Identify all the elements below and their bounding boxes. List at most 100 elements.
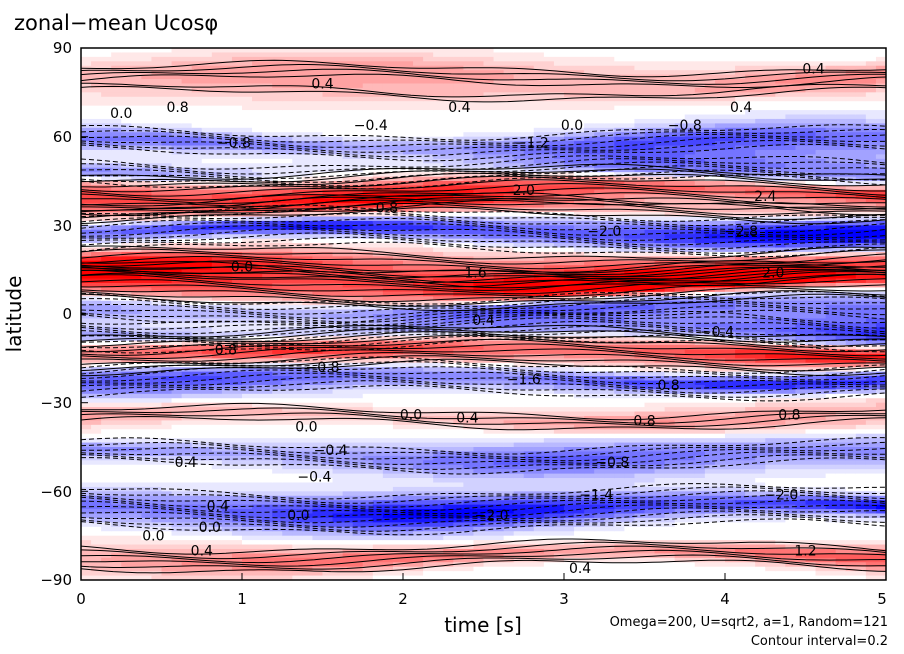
- field-cell: [181, 522, 193, 528]
- field-cell: [151, 260, 163, 266]
- field-cell: [453, 74, 464, 80]
- field-cell: [483, 327, 495, 333]
- field-cell: [403, 260, 414, 266]
- field-cell: [272, 562, 283, 568]
- field-cell: [423, 367, 434, 373]
- field-cell: [91, 158, 102, 164]
- field-cell: [171, 389, 183, 395]
- field-cell: [141, 402, 153, 408]
- field-cell: [392, 203, 404, 209]
- field-cell: [312, 526, 324, 532]
- field-cell: [392, 309, 404, 315]
- field-cell: [292, 469, 303, 475]
- field-cell: [423, 460, 434, 466]
- field-cell: [302, 495, 314, 501]
- field-cell: [493, 158, 505, 164]
- field-cell: [342, 247, 354, 253]
- field-cell: [221, 256, 233, 262]
- field-cell: [372, 522, 384, 528]
- field-cell: [211, 544, 223, 550]
- field-cell: [312, 154, 324, 160]
- field-cell: [433, 305, 444, 311]
- field-cell: [483, 203, 495, 209]
- field-cell: [252, 96, 263, 102]
- field-cell: [121, 340, 132, 346]
- field-cell: [342, 167, 354, 173]
- field-cell: [382, 358, 394, 364]
- field-cell: [221, 158, 233, 164]
- field-cell: [362, 212, 374, 218]
- field-cell: [332, 473, 344, 479]
- field-cell: [262, 194, 273, 200]
- field-cell: [141, 61, 153, 67]
- field-cell: [272, 70, 283, 76]
- field-cell: [463, 83, 475, 89]
- field-cell: [332, 540, 344, 546]
- field-cell: [443, 132, 454, 138]
- field-cell: [141, 429, 153, 435]
- field-cell: [231, 185, 243, 191]
- field-cell: [252, 123, 263, 129]
- field-cell: [272, 429, 283, 435]
- field-cell: [211, 531, 223, 537]
- field-cell: [221, 336, 233, 342]
- field-cell: [342, 145, 354, 151]
- field-cell: [483, 305, 495, 311]
- field-cell: [81, 181, 92, 187]
- field-cell: [121, 101, 132, 107]
- field-cell: [352, 260, 364, 266]
- field-cell: [81, 384, 92, 390]
- field-cell: [131, 482, 142, 488]
- field-cell: [382, 110, 394, 116]
- field-cell: [382, 411, 394, 417]
- field-cell: [403, 48, 414, 54]
- field-cell: [101, 438, 112, 444]
- field-cell: [352, 398, 364, 404]
- field-cell: [382, 535, 394, 541]
- field-cell: [272, 101, 283, 107]
- field-cell: [191, 96, 203, 102]
- field-cell: [221, 220, 233, 226]
- field-cell: [221, 358, 233, 364]
- field-cell: [403, 531, 414, 537]
- field-cell: [282, 225, 293, 231]
- field-cell: [382, 531, 394, 537]
- field-cell: [81, 371, 92, 377]
- field-cell: [413, 207, 424, 213]
- field-cell: [493, 260, 505, 266]
- field-cell: [231, 478, 243, 484]
- field-cell: [403, 411, 414, 417]
- field-cell: [91, 540, 102, 546]
- field-cell: [453, 56, 464, 62]
- field-cell: [161, 48, 173, 54]
- field-cell: [302, 216, 314, 222]
- field-cell: [121, 318, 132, 324]
- field-cell: [201, 486, 213, 492]
- field-cell: [211, 407, 223, 413]
- field-cell: [312, 52, 324, 58]
- field-cell: [292, 216, 303, 222]
- field-cell: [433, 393, 444, 399]
- field-cell: [242, 517, 253, 523]
- field-cell: [262, 469, 273, 475]
- field-cell: [392, 407, 404, 413]
- field-cell: [171, 562, 183, 568]
- field-cell: [473, 531, 485, 537]
- field-cell: [382, 87, 394, 93]
- field-cell: [403, 234, 414, 240]
- field-cell: [382, 478, 394, 484]
- field-cell: [262, 482, 273, 488]
- field-cell: [352, 52, 364, 58]
- field-cell: [131, 61, 142, 67]
- field-cell: [141, 424, 153, 430]
- field-cell: [191, 79, 203, 85]
- field-cell: [262, 540, 273, 546]
- field-cell: [413, 429, 424, 435]
- field-cell: [211, 517, 223, 523]
- field-cell: [231, 327, 243, 333]
- field-cell: [282, 513, 293, 519]
- field-cell: [392, 469, 404, 475]
- field-cell: [81, 123, 92, 129]
- field-cell: [141, 87, 153, 93]
- field-cell: [231, 557, 243, 563]
